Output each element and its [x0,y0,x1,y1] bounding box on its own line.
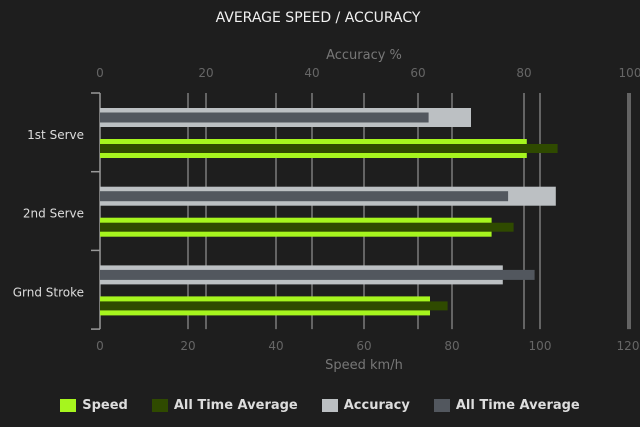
speed-average-bar [100,144,558,153]
legend-label: Speed [82,398,128,413]
bottom-tick-label: 120 [617,339,640,353]
legend-label: All Time Average [173,398,298,413]
bottom-tick-label: 60 [356,339,371,353]
legend-item-speed[interactable]: Speed [60,398,128,413]
bottom-tick-label: 100 [529,339,552,353]
legend-swatch [60,399,77,412]
legend-label: All Time Average [455,398,580,413]
top-tick-label: 0 [96,66,104,80]
speed-average-bar [100,222,514,232]
top-tick-label: 40 [304,66,319,80]
category-label: 2nd Serve [23,207,84,221]
top-axis-label: Accuracy % [326,48,402,63]
bottom-tick-label: 80 [444,339,459,353]
legend-item-speed-average[interactable]: All Time Average [151,398,298,413]
category-label: 1st Serve [27,128,84,142]
bottom-tick-label: 0 [96,339,104,353]
speed-average-bar [100,301,448,311]
legend-item-accuracy-average[interactable]: All Time Average [433,398,580,413]
legend-label: Accuracy [343,398,410,413]
top-tick-label: 20 [198,66,213,80]
legend-swatch [151,399,168,412]
chart-title: AVERAGE SPEED / ACCURACY [216,10,421,26]
legend: Speed All Time Average Accuracy All Time Av… [0,398,640,413]
accuracy-average-bar [100,112,429,123]
accuracy-average-bar [100,191,509,202]
legend-swatch [433,399,450,412]
bottom-tick-label: 20 [180,339,195,353]
bottom-axis-label: Speed km/h [325,358,403,373]
bottom-tick-label: 40 [268,339,283,353]
accuracy-average-bar [100,269,535,280]
top-tick-label: 80 [516,66,531,80]
legend-swatch [321,399,338,412]
category-label: Grnd Stroke [13,285,84,299]
top-tick-label: 100 [619,66,640,80]
legend-item-accuracy[interactable]: Accuracy [321,398,410,413]
top-tick-label: 60 [410,66,425,80]
